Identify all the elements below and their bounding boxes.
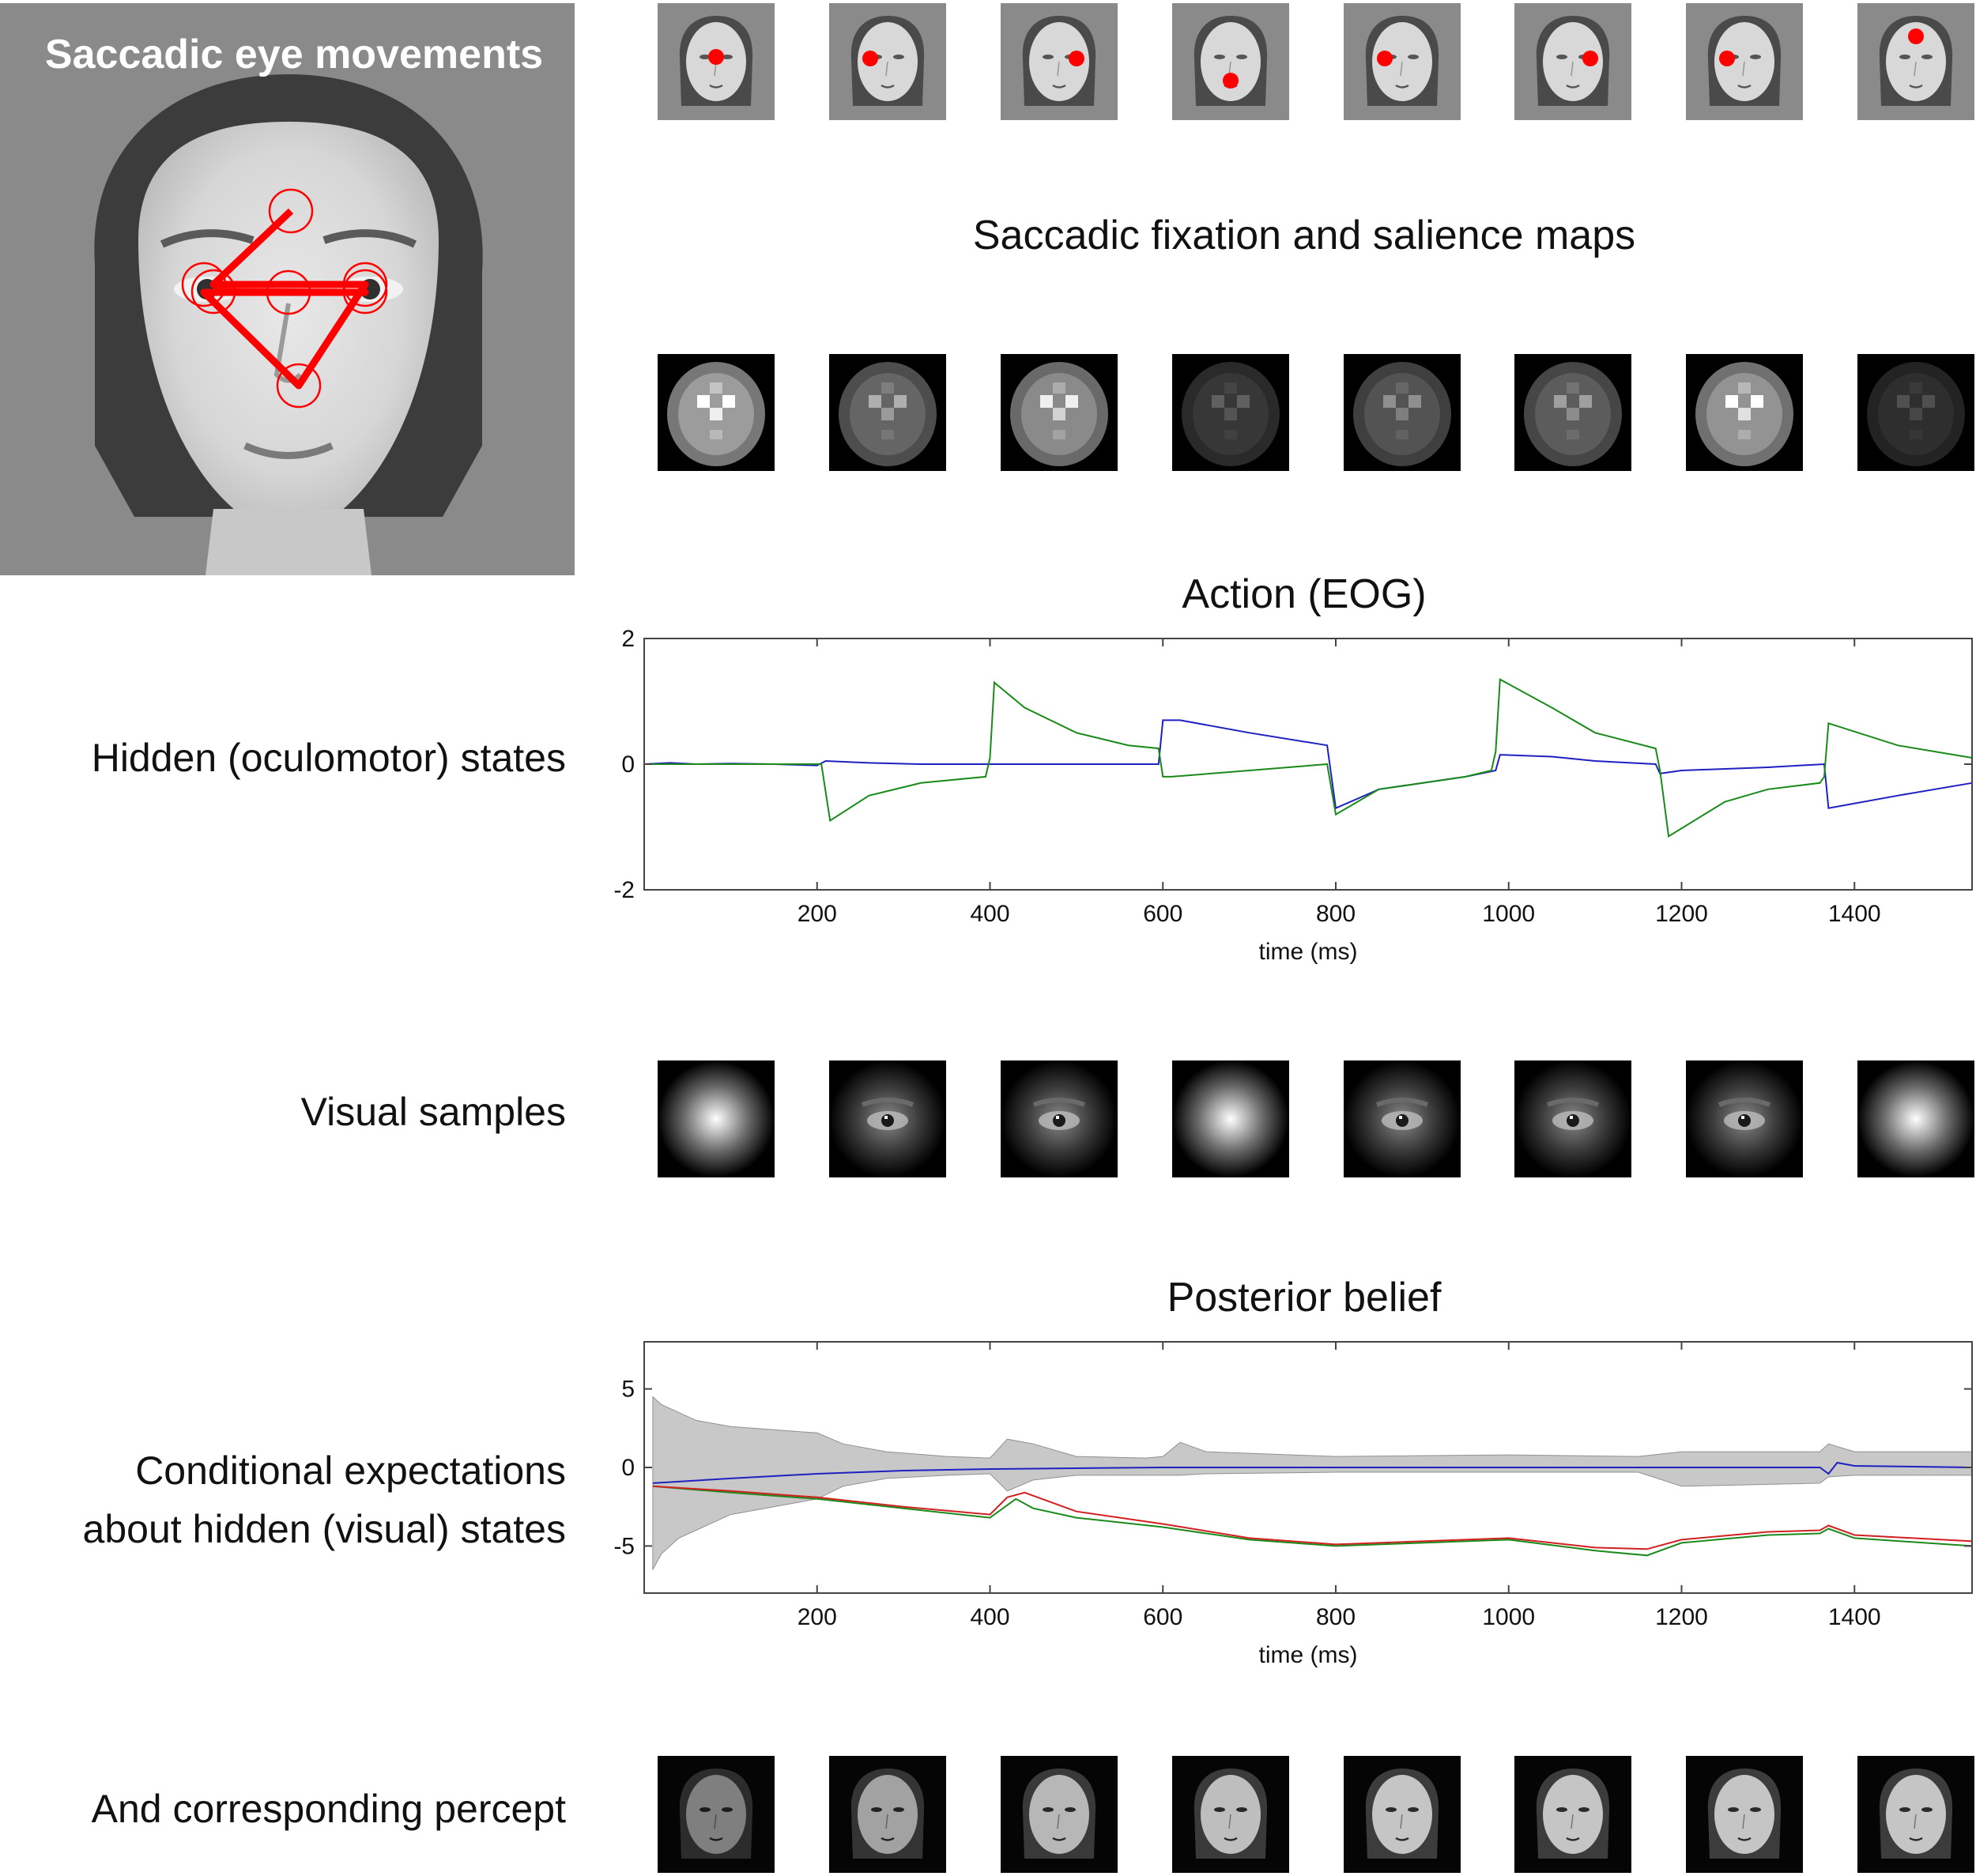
series-line [644,678,1973,838]
fixation-dot [1719,51,1735,66]
fixation-dot [1223,73,1239,89]
visual-sample [1686,1060,1803,1177]
main-panel-title: Saccadic eye movements [45,32,543,77]
salience-map [1001,354,1118,471]
x-axis-label: time (ms) [1259,1642,1358,1668]
salience-map [1344,354,1461,471]
percept-face [1172,1756,1289,1873]
x-tick-label: 200 [798,1604,837,1630]
fixation-frame [829,3,946,120]
series-line [652,1485,1973,1557]
action-eog-chart: 200 400 600 800 1000 1200 1400 -2 0 2 time (ms) [613,626,1973,965]
salience-map [658,354,775,471]
x-tick-label: 1200 [1655,901,1708,927]
salience-map [1857,354,1974,471]
fixation-frame [1857,3,1974,120]
plot-frame [643,638,1973,891]
y-tick-label: 0 [621,1455,635,1481]
percept-label: And corresponding percept [91,1787,566,1831]
y-tick-label: 5 [621,1377,635,1403]
visual-sample [1001,1060,1118,1177]
percept-face [1514,1756,1631,1873]
x-tick-label: 600 [1143,901,1182,927]
x-tick-label: 400 [970,1604,1009,1630]
fixation-dot [1908,28,1924,44]
fixation-dot [1377,51,1393,66]
x-tick-label: 400 [970,901,1009,927]
percept-face [1857,1756,1974,1873]
salience-map [1686,354,1803,471]
saccade-path [200,208,369,390]
fixation-dot [1069,51,1084,66]
x-tick-label: 800 [1316,1604,1356,1630]
x-tick-label: 600 [1143,1604,1182,1630]
conditional-label-line1: Conditional expectations [135,1448,566,1493]
action-title: Action (EOG) [1182,571,1427,617]
x-tick-label: 200 [798,901,837,927]
fixation-dot [862,51,878,66]
hidden-states-label: Hidden (oculomotor) states [91,736,566,780]
fixation-frame [1514,3,1631,120]
fixation-dot [708,49,724,65]
x-tick-label: 1400 [1828,1604,1881,1630]
percept-face [1686,1756,1803,1873]
y-tick-label: 0 [621,752,635,778]
fixation-title: Saccadic fixation and salience maps [972,213,1636,258]
series-line [643,719,1973,810]
x-tick-label: 1000 [1482,1604,1535,1630]
percept-face [658,1756,775,1873]
visual-sample [1344,1060,1461,1177]
fixation-frame [658,3,775,120]
salience-map [1514,354,1631,471]
salience-map [1172,354,1289,471]
x-tick-label: 1000 [1482,901,1535,927]
fixation-frame [1172,3,1289,120]
y-tick-label: -2 [613,877,635,903]
face-image: Saccadic eye movements [0,3,575,575]
x-axis-label: time (ms) [1259,939,1358,965]
x-tick-label: 1400 [1828,901,1881,927]
visual-sample [1514,1060,1631,1177]
series-line [652,1485,1973,1550]
posterior-belief-chart: 200 400 600 800 1000 1200 1400 -5 0 5 time (ms) [613,1341,1973,1668]
visual-sample [1172,1060,1289,1177]
visual-sample [1857,1060,1974,1177]
y-tick-label: -5 [613,1533,635,1559]
fixation-frame [1001,3,1118,120]
percept-face [1001,1756,1118,1873]
percept-face [829,1756,946,1873]
visual-sample [658,1060,775,1177]
x-tick-label: 1200 [1655,1604,1708,1630]
x-tick-label: 800 [1316,901,1356,927]
salience-map [829,354,946,471]
fixation-dot [1582,51,1598,66]
y-tick-label: 2 [621,626,635,652]
fixation-frame [1686,3,1803,120]
percept-face [1344,1756,1461,1873]
visual-sample [829,1060,946,1177]
main-face-panel: Saccadic eye movements [0,3,575,575]
posterior-title: Posterior belief [1167,1275,1442,1320]
fixation-frame [1344,3,1461,120]
conditional-label-line2: about hidden (visual) states [82,1507,566,1551]
visual-samples-label: Visual samples [300,1090,566,1134]
series-line [652,1461,1973,1484]
